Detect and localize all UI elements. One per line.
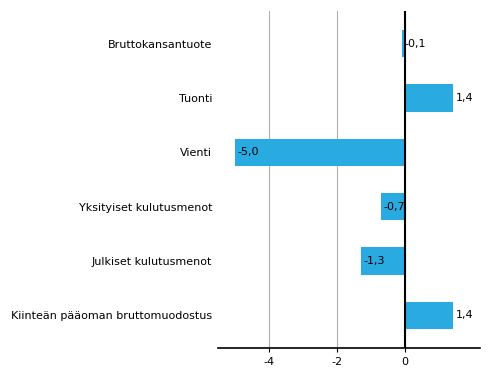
Bar — [405, 302, 453, 329]
Text: -1,3: -1,3 — [363, 256, 385, 266]
Bar — [405, 84, 453, 112]
Bar — [235, 139, 405, 166]
Text: -5,0: -5,0 — [238, 147, 259, 157]
Text: 1,4: 1,4 — [455, 93, 473, 103]
Text: -0,7: -0,7 — [384, 201, 406, 212]
Bar — [361, 247, 405, 274]
Text: -0,1: -0,1 — [404, 39, 426, 49]
Bar — [381, 193, 405, 220]
Bar — [402, 30, 405, 57]
Text: 1,4: 1,4 — [455, 310, 473, 320]
